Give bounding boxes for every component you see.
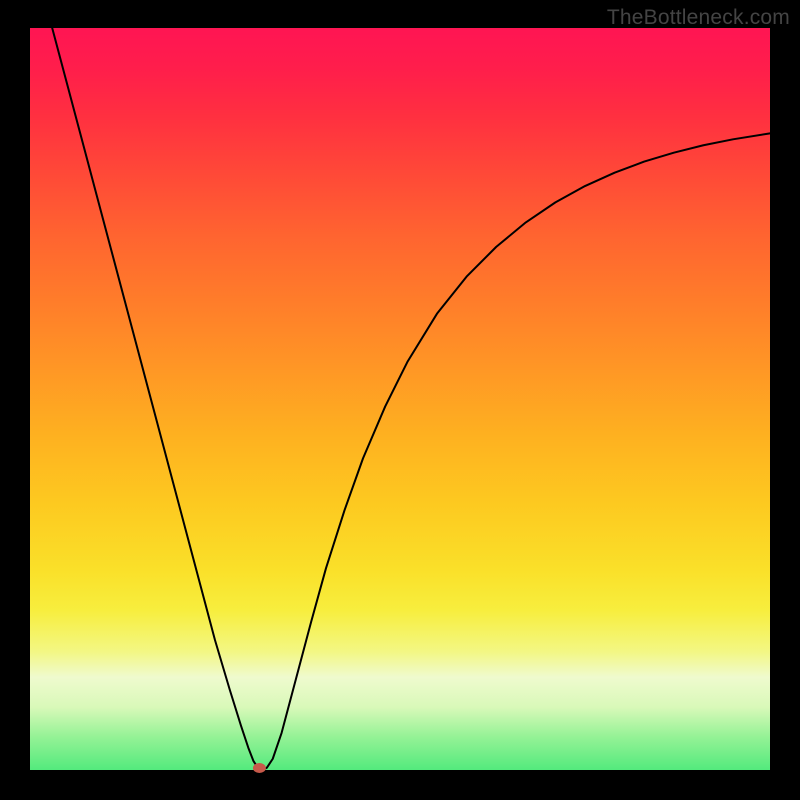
watermark-text: TheBottleneck.com [607,6,790,30]
bottleneck-curve-chart [0,0,800,800]
plot-background [30,28,770,770]
optimal-point-marker [253,763,266,773]
chart-frame: TheBottleneck.com [0,0,800,800]
